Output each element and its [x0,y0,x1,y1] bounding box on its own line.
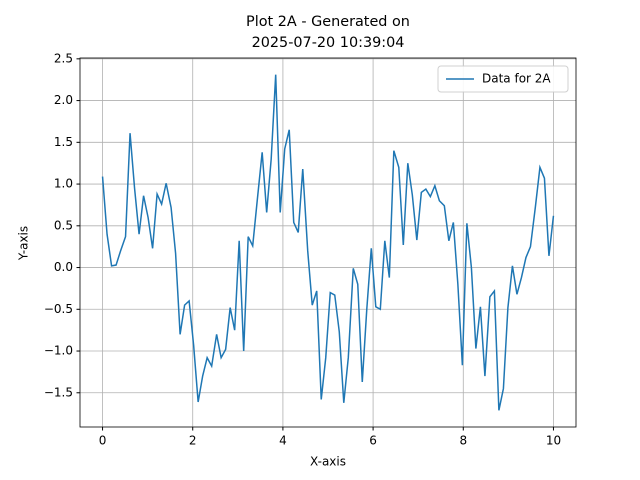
x-tick-label: 2 [189,434,197,448]
x-tick-label: 10 [546,434,561,448]
x-tick-label: 0 [99,434,107,448]
y-tick-label: 1.5 [54,135,73,149]
y-tick-label: −1.5 [44,385,73,399]
legend-box [437,65,569,93]
y-axis-label: Y-axis [17,226,31,261]
data-line [101,74,555,411]
plot-frame [79,57,577,428]
chart-title: Plot 2A - Generated on [246,14,410,30]
x-tick-label: 4 [279,434,287,448]
y-tick-label: 2.0 [54,93,73,107]
y-tick-label: 0.5 [54,218,73,232]
y-tick-label: −0.5 [44,302,73,316]
y-tick-label: 1.0 [54,177,73,191]
y-tick-label: −1.0 [44,344,73,358]
x-axis-label: X-axis [310,455,346,469]
x-tick-label: 8 [459,434,467,448]
y-tick-label: 2.5 [54,51,73,65]
legend-label: Data for 2A [482,72,551,86]
chart-title: 2025-07-20 10:39:04 [252,35,405,51]
x-tick-label: 6 [369,434,377,448]
y-tick-label: 0.0 [54,260,73,274]
